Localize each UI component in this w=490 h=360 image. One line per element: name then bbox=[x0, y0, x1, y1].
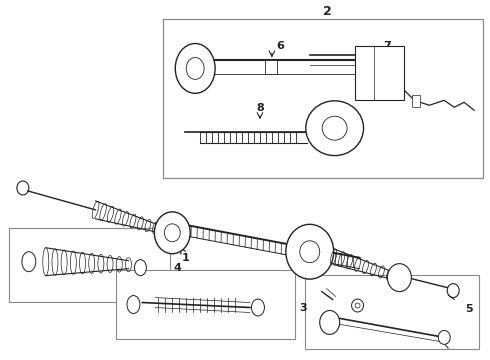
Ellipse shape bbox=[251, 299, 265, 316]
Text: 1: 1 bbox=[181, 253, 189, 263]
Bar bbox=[265, 60, 277, 75]
Ellipse shape bbox=[175, 44, 215, 93]
Bar bbox=[9, 228, 171, 302]
Ellipse shape bbox=[127, 296, 140, 314]
Ellipse shape bbox=[186, 58, 204, 80]
Ellipse shape bbox=[286, 224, 334, 279]
Text: 4: 4 bbox=[173, 263, 181, 273]
Text: 2: 2 bbox=[323, 5, 332, 18]
Bar bbox=[355, 45, 404, 100]
Bar bbox=[163, 19, 483, 178]
Ellipse shape bbox=[319, 310, 340, 334]
Text: 7: 7 bbox=[384, 41, 392, 50]
Ellipse shape bbox=[300, 241, 319, 263]
Bar bbox=[305, 275, 479, 349]
Text: 3: 3 bbox=[299, 302, 307, 312]
Bar bbox=[116, 270, 295, 339]
Ellipse shape bbox=[164, 224, 180, 242]
Ellipse shape bbox=[355, 303, 360, 308]
Ellipse shape bbox=[306, 101, 364, 156]
Bar bbox=[413, 95, 420, 107]
Ellipse shape bbox=[154, 212, 190, 254]
Ellipse shape bbox=[388, 264, 412, 292]
Ellipse shape bbox=[322, 116, 347, 140]
Ellipse shape bbox=[447, 284, 459, 298]
Ellipse shape bbox=[352, 299, 364, 312]
Ellipse shape bbox=[134, 260, 147, 276]
Text: 6: 6 bbox=[276, 41, 284, 50]
Text: 5: 5 bbox=[466, 305, 473, 315]
Ellipse shape bbox=[438, 330, 450, 345]
Text: 8: 8 bbox=[256, 103, 264, 113]
Ellipse shape bbox=[22, 252, 36, 272]
Ellipse shape bbox=[17, 181, 29, 195]
